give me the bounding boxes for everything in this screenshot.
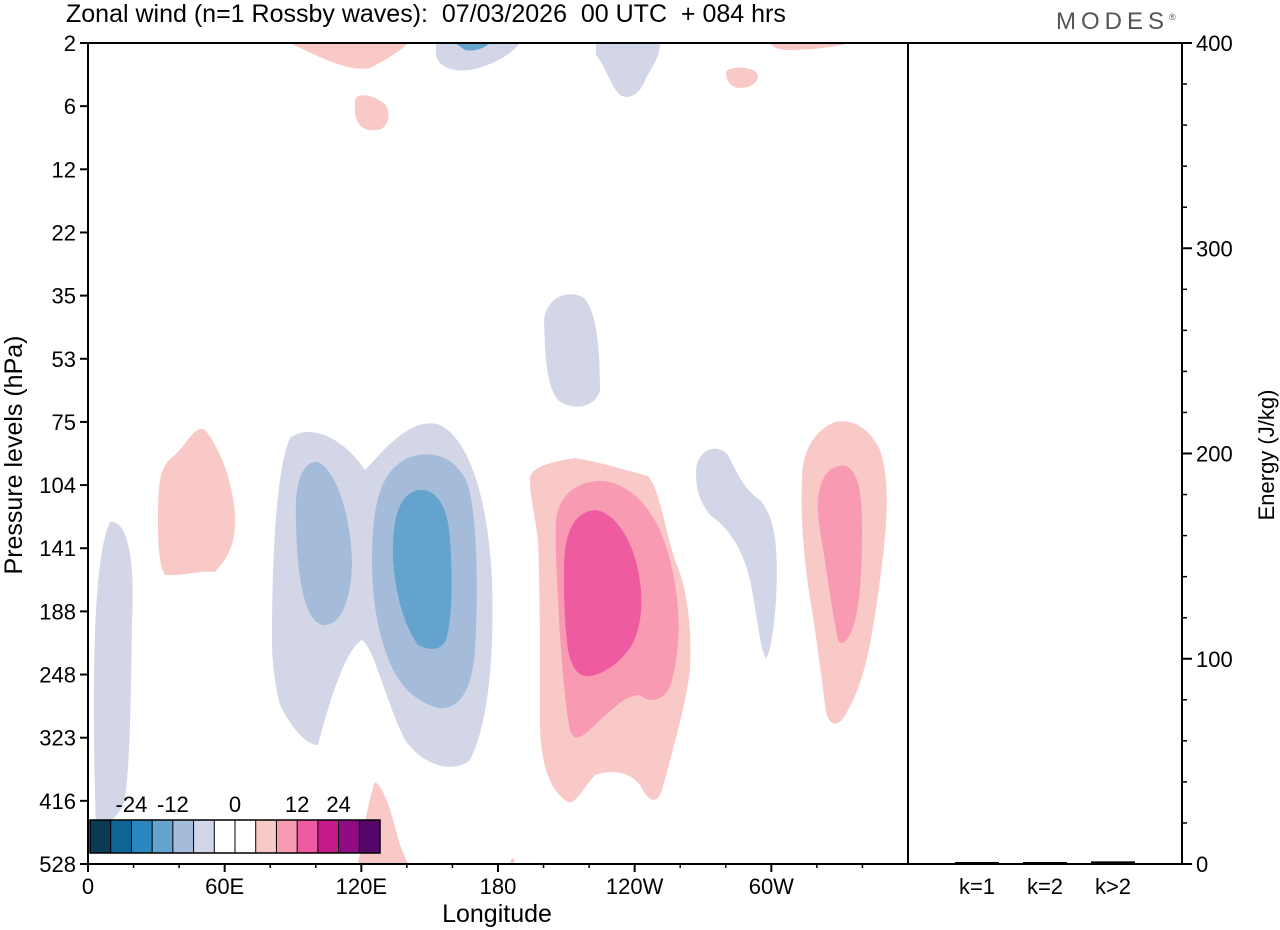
energy-category-label: k=2 (1027, 874, 1063, 899)
x-axis-label: Longitude (442, 900, 552, 928)
y-tick-label: 6 (64, 94, 76, 119)
contour-negative-1 (93, 521, 133, 830)
y-tick-label: 141 (39, 536, 76, 561)
contour-negative-2 (295, 461, 352, 626)
y-tick-label: 188 (39, 599, 76, 624)
colorbar-swatch (110, 820, 132, 853)
colorbar-swatch (255, 820, 277, 853)
colorbar-swatch (193, 820, 215, 853)
y-tick-label: 35 (52, 284, 76, 309)
contour-positive-1 (355, 95, 389, 131)
contour-positive-1 (510, 857, 515, 864)
x-tick-label: 60W (749, 874, 794, 899)
energy-bars (955, 861, 1135, 864)
x-tick-label: 0 (82, 874, 94, 899)
contour-positive-2 (817, 465, 862, 643)
y-tick-label: 12 (52, 157, 76, 182)
brand-logo: MODES® (1056, 8, 1176, 36)
colorbar-swatch (131, 820, 153, 853)
y-tick-label: 248 (39, 663, 76, 688)
y-tick-label: 323 (39, 726, 76, 751)
contour-negative-1 (596, 43, 660, 97)
colorbar-swatch (297, 820, 319, 853)
contour-layer (93, 43, 887, 864)
y-tick-label: 2 (64, 31, 76, 56)
y-tick-label: 53 (52, 347, 76, 372)
y-tick-label: 104 (39, 473, 76, 498)
energy-categories: k=1 k=2 k>2 (959, 874, 1131, 899)
energy-tick-label: 200 (1196, 442, 1233, 467)
energy-bar (1023, 861, 1067, 864)
colorbar-tick-label: -12 (157, 792, 189, 817)
colorbar-swatch (276, 820, 298, 853)
contour-positive-1 (726, 67, 758, 88)
colorbar-swatch (317, 820, 340, 853)
energy-tick-label: 100 (1196, 647, 1233, 672)
x-tick-label: 120W (606, 874, 664, 899)
brand-mark: ® (1169, 12, 1176, 22)
y-tick-label: 416 (39, 789, 76, 814)
energy-axis-ticks: 0 100 200 300 400 (1182, 31, 1233, 877)
energy-bar (1091, 861, 1135, 864)
y-tick-label: 75 (52, 410, 76, 435)
colorbar-tick-label: 12 (285, 792, 309, 817)
colorbar-tick-label: -24 (116, 792, 148, 817)
colorbar-ticks: -24 -12 0 12 24 (116, 792, 351, 817)
contour-negative-3 (455, 43, 490, 51)
y-tick-label: 528 (39, 852, 76, 877)
energy-tick-label: 300 (1196, 236, 1233, 261)
x-tick-label: 180 (480, 874, 517, 899)
energy-tick-label: 0 (1196, 852, 1208, 877)
contour-positive-1 (770, 43, 850, 50)
colorbar-swatch (214, 820, 236, 853)
contour-negative-1 (436, 43, 520, 71)
energy-bar (955, 861, 999, 864)
x-tick-label: 120E (336, 874, 387, 899)
colorbar-swatch (359, 820, 381, 853)
colorbar-swatch (152, 820, 174, 853)
energy-axis-label: Energy (J/kg) (1254, 390, 1279, 521)
energy-plot-frame (907, 42, 1183, 865)
colorbar-tick-label: 24 (326, 792, 350, 817)
y-axis-label: Pressure levels (hPa) (0, 336, 28, 575)
colorbar-swatch (90, 820, 112, 853)
contour-negative-1 (544, 294, 600, 407)
contour-negative-3 (392, 489, 452, 649)
contour-positive-1 (158, 429, 235, 576)
colorbar-tick-label: 0 (229, 792, 241, 817)
colorbar-swatch (235, 820, 257, 853)
energy-category-label: k>2 (1095, 874, 1131, 899)
brand-name: MODES (1056, 8, 1170, 35)
contour-positive-1 (290, 43, 408, 69)
colorbar-swatch (172, 820, 195, 853)
colorbar-frame (89, 819, 381, 854)
contour-negative-1 (696, 448, 777, 658)
y-axis-ticks: 2 6 12 22 35 53 75 104 141 188 248 323 416 528 (39, 31, 88, 877)
colorbar (89, 819, 381, 854)
x-tick-label: 60E (205, 874, 244, 899)
contour-positive-3 (564, 510, 642, 677)
colorbar-swatch (338, 820, 360, 853)
x-axis-ticks: 0 60E 120E 180 120W 60W (82, 864, 864, 899)
energy-tick-label: 400 (1196, 31, 1233, 56)
y-tick-label: 22 (52, 220, 76, 245)
chart-title: Zonal wind (n=1 Rossby waves): 07/03/202… (66, 0, 786, 28)
energy-category-label: k=1 (959, 874, 995, 899)
